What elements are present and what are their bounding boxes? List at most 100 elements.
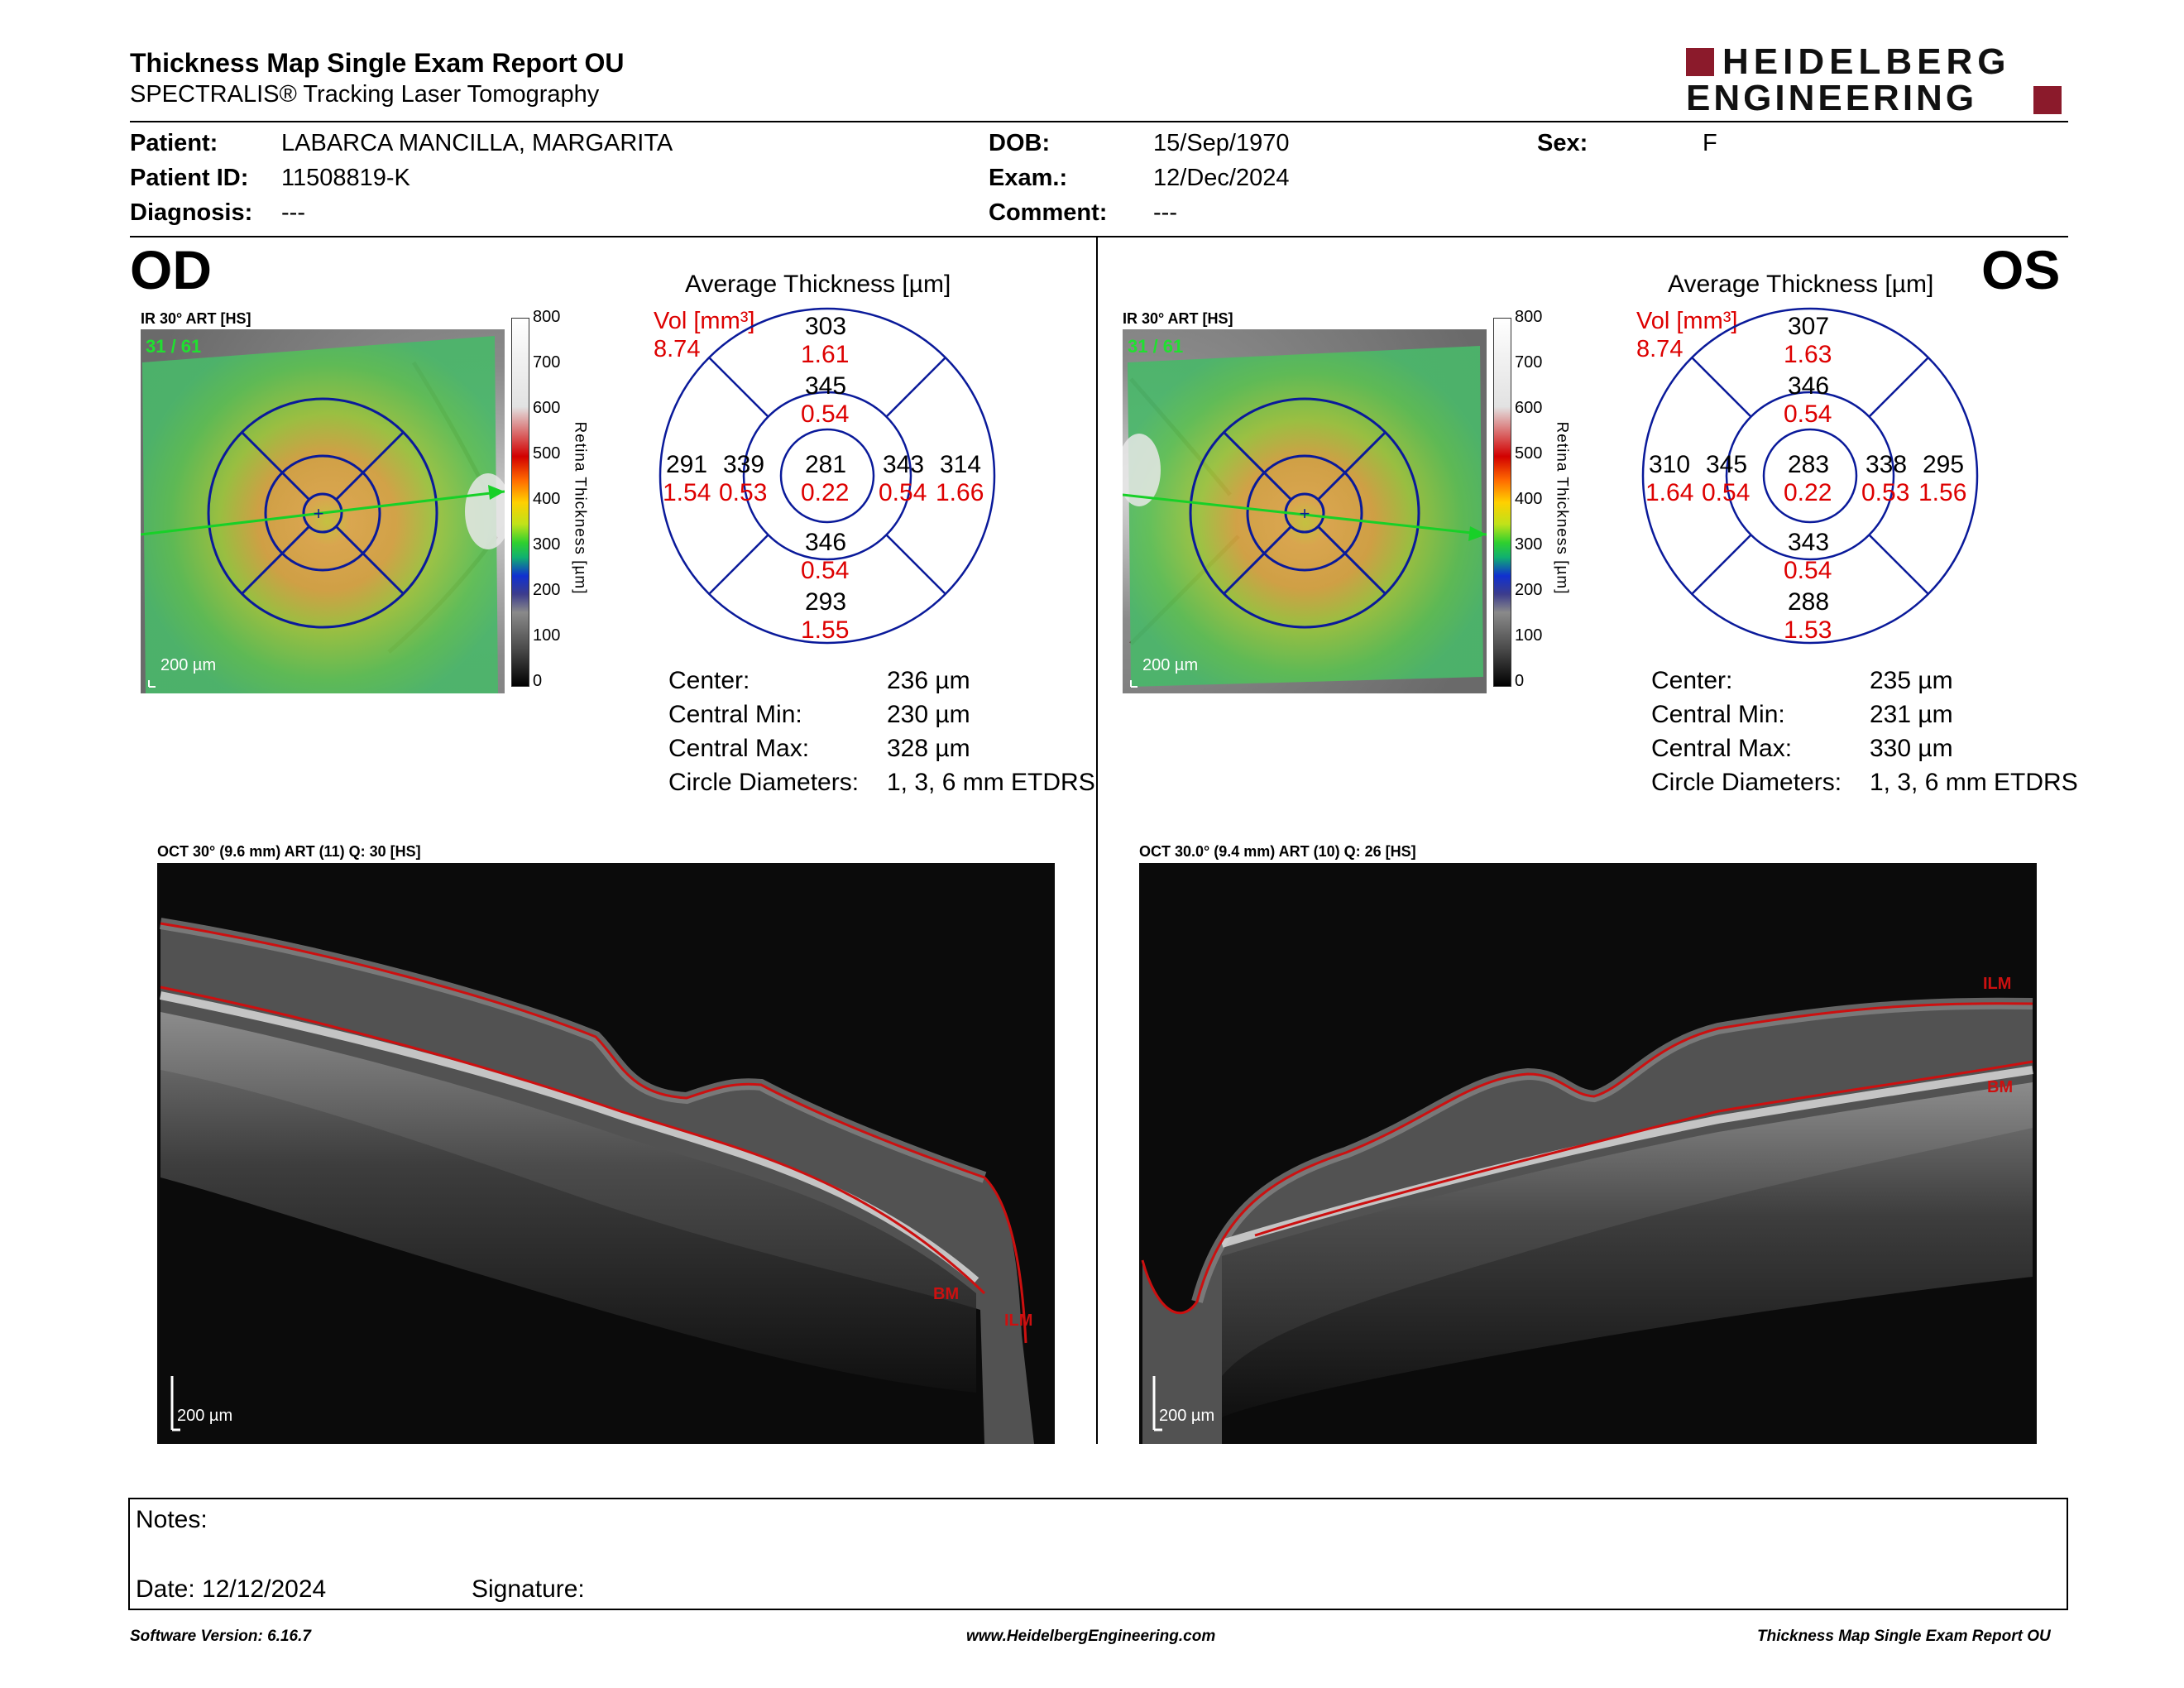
patient-id-label: Patient ID: [130, 165, 249, 191]
os-stats: Center: 235 µm Central Min: 231 µm Centr… [1651, 667, 2078, 796]
od-inner-temp-thickness: 343 [883, 451, 925, 478]
od-colorbar-ticks: 800 700 600 500 400 300 200 100 0 [533, 308, 561, 690]
od-outer-temp-thickness: 314 [940, 451, 982, 478]
od-oct-scale: 200 µm [177, 1407, 233, 1425]
od-colorbar-axis-label: Retina Thickness [µm] [571, 421, 589, 595]
os-ir-counter: 31 / 61 [1128, 336, 1184, 357]
os-ilm-label: ILM [1983, 975, 2012, 993]
os-inner-temp-thickness: 338 [1866, 451, 1908, 478]
os-outer-nas-thickness: 310 [1649, 451, 1691, 478]
svg-text:+: + [1300, 503, 1310, 524]
od-etdrs-values: 303 1.61 345 0.54 291 1.54 339 0.53 281 … [658, 306, 997, 645]
svg-text:+: + [314, 503, 324, 524]
od-outer-sup-thickness: 303 [805, 313, 847, 340]
report-title: Thickness Map Single Exam Report OU [130, 48, 625, 78]
os-bm-label: BM [1987, 1078, 2014, 1096]
od-colorbar [511, 318, 529, 687]
sex-label: Sex: [1537, 130, 1588, 156]
os-center-volume: 0.22 [1784, 479, 1832, 506]
notes-label: Notes: [136, 1506, 208, 1533]
os-inner-nas-volume: 0.54 [1702, 479, 1751, 506]
od-ir-scale: 200 µm [160, 656, 217, 674]
os-inner-temp-volume: 0.53 [1861, 479, 1910, 506]
os-ir-label: IR 30° ART [HS] [1123, 310, 1233, 327]
exam-label: Exam.: [989, 165, 1068, 191]
os-avg-title: Average Thickness [µm] [1668, 271, 1934, 298]
os-center-thickness: 283 [1788, 451, 1830, 478]
od-bm-label: BM [933, 1285, 960, 1303]
software-version: Software Version: 6.16.7 [130, 1628, 311, 1645]
sex-value: F [1703, 130, 1717, 156]
diagnosis-label: Diagnosis: [130, 199, 253, 226]
od-vol-label: Vol [mm³] [654, 308, 755, 334]
od-oct-label: OCT 30° (9.6 mm) ART (11) Q: 30 [HS] [157, 843, 421, 860]
heidelberg-logo: HEIDELBERG ENGINEERING [1679, 41, 2068, 118]
dob-value: 15/Sep/1970 [1153, 130, 1290, 156]
notes-box: Notes: Date: 12/12/2024 Signature: [128, 1498, 2068, 1610]
diagnosis-value: --- [281, 199, 305, 226]
os-colorbar-ticks: 800 700 600 500 400 300 200 100 0 [1515, 308, 1543, 690]
os-inner-inf-volume: 0.54 [1784, 557, 1832, 584]
od-inner-nas-thickness: 339 [723, 451, 765, 478]
od-inner-inf-volume: 0.54 [801, 557, 850, 584]
comment-value: --- [1153, 199, 1177, 226]
od-outer-sup-volume: 1.61 [801, 341, 850, 368]
od-outer-temp-volume: 1.66 [936, 479, 984, 506]
od-center-thickness: 281 [805, 451, 847, 478]
dob-label: DOB: [989, 130, 1051, 156]
os-eye-label: OS [1981, 239, 2061, 300]
os-inner-inf-thickness: 343 [1788, 529, 1830, 556]
os-oct-bscan: 200 µm BM ILM [1139, 863, 2037, 1444]
od-stats: Center: 236 µm Central Min: 230 µm Centr… [668, 667, 1095, 796]
os-etdrs-values: 307 1.63 346 0.54 310 1.64 345 0.54 283 … [1640, 306, 1980, 645]
od-inner-sup-volume: 0.54 [801, 400, 850, 428]
report-subtitle: SPECTRALIS® Tracking Laser Tomography [130, 81, 600, 108]
od-outer-inf-thickness: 293 [805, 588, 847, 616]
os-colorbar-axis-label: Retina Thickness [µm] [1553, 421, 1571, 595]
od-ir-image: + 31 / 61 200 µm [140, 329, 511, 693]
os-outer-nas-volume: 1.64 [1645, 479, 1694, 506]
os-outer-inf-thickness: 288 [1788, 588, 1830, 616]
os-outer-inf-volume: 1.53 [1784, 616, 1832, 644]
os-oct-scale: 200 µm [1159, 1407, 1215, 1425]
od-eye-label: OD [130, 239, 212, 300]
os-outer-temp-thickness: 295 [1923, 451, 1965, 478]
os-ir-scale: 200 µm [1142, 656, 1199, 674]
footer-report-name: Thickness Map Single Exam Report OU [1757, 1628, 2051, 1645]
os-oct-label: OCT 30.0° (9.4 mm) ART (10) Q: 26 [HS] [1139, 843, 1416, 860]
comment-label: Comment: [989, 199, 1108, 226]
od-ilm-label: ILM [1004, 1312, 1033, 1330]
od-outer-inf-volume: 1.55 [801, 616, 850, 644]
od-avg-title: Average Thickness [µm] [685, 271, 951, 298]
od-ir-counter: 31 / 61 [146, 336, 202, 357]
od-outer-nas-thickness: 291 [666, 451, 708, 478]
od-oct-bscan: 200 µm BM ILM [157, 863, 1055, 1444]
od-etdrs-grid [659, 307, 996, 645]
os-ir-image: + 31 / 61 200 µm [1118, 329, 1487, 693]
signature-label: Signature: [472, 1575, 585, 1603]
od-outer-nas-volume: 1.54 [663, 479, 711, 506]
os-vol-label: Vol [mm³] [1636, 308, 1738, 334]
od-center-volume: 0.22 [801, 479, 850, 506]
os-inner-sup-volume: 0.54 [1784, 400, 1832, 428]
os-outer-sup-volume: 1.63 [1784, 341, 1832, 368]
website-link[interactable]: www.HeidelbergEngineering.com [966, 1628, 1216, 1645]
os-vol-value: 8.74 [1636, 336, 1684, 362]
os-colorbar [1493, 318, 1511, 687]
od-inner-temp-volume: 0.54 [879, 479, 927, 506]
patient-name: LABARCA MANCILLA, MARGARITA [281, 130, 673, 156]
od-ir-label: IR 30° ART [HS] [141, 310, 251, 327]
os-outer-temp-volume: 1.56 [1918, 479, 1967, 506]
patient-label: Patient: [130, 130, 218, 156]
od-vol-value: 8.74 [654, 336, 701, 362]
date-label: Date: 12/12/2024 [136, 1575, 327, 1603]
eye-divider [1096, 237, 1098, 1444]
os-inner-sup-thickness: 346 [1788, 372, 1830, 400]
od-inner-sup-thickness: 345 [805, 372, 847, 400]
patient-id: 11508819-K [281, 165, 410, 191]
os-etdrs-grid [1641, 307, 1979, 645]
os-inner-nas-thickness: 345 [1706, 451, 1748, 478]
od-inner-inf-thickness: 346 [805, 529, 847, 556]
os-outer-sup-thickness: 307 [1788, 313, 1830, 340]
exam-value: 12/Dec/2024 [1153, 165, 1290, 191]
